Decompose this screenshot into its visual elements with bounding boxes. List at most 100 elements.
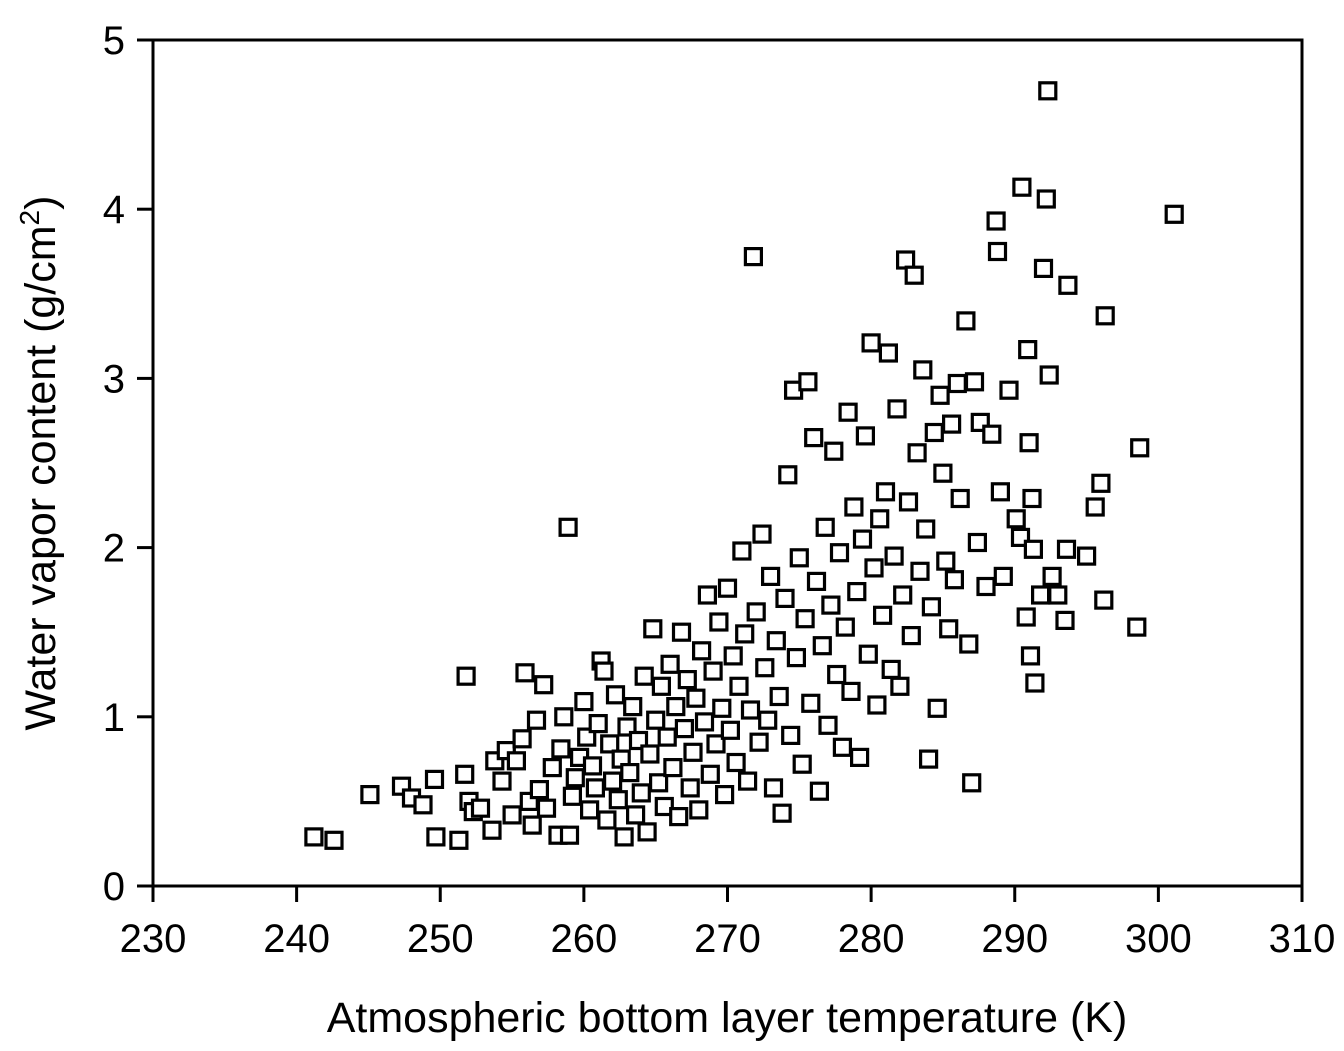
data-point-square: [729, 676, 749, 696]
data-point-square: [534, 675, 554, 695]
data-point-square: [640, 744, 660, 764]
data-point-square: [623, 696, 643, 717]
data-point-square: [565, 768, 585, 788]
data-point-square: [956, 311, 976, 331]
data-point-square: [717, 578, 738, 598]
data-point-square: [962, 773, 982, 793]
data-point-square: [864, 558, 884, 578]
data-point-square: [1076, 546, 1097, 566]
data-point-square: [789, 548, 809, 568]
data-point-square: [536, 798, 557, 818]
data-point-square: [1058, 275, 1078, 295]
data-point-square: [600, 734, 620, 754]
data-point-square: [872, 605, 893, 625]
x-axis-ticks: 230 240 250 260 270 280 290 300 310: [120, 886, 1335, 961]
y-tick-label: 3: [103, 357, 125, 401]
data-point-square: [772, 803, 792, 823]
data-point-square: [798, 372, 818, 392]
data-point-square: [1085, 497, 1105, 517]
data-point-square: [703, 661, 723, 681]
data-point-square: [818, 715, 838, 735]
x-tick-label: 250: [407, 917, 474, 961]
data-point-square: [781, 725, 801, 746]
data-point-square: [542, 757, 562, 778]
data-point-square: [449, 830, 469, 850]
data-point-square: [987, 241, 1008, 262]
x-tick-label: 290: [981, 917, 1048, 961]
y-tick-label: 5: [103, 19, 125, 63]
data-point-square: [1056, 539, 1077, 559]
plot-frame: [151, 38, 1304, 888]
data-point-square: [884, 546, 904, 566]
data-point-square: [735, 624, 755, 644]
data-point-square: [304, 827, 324, 847]
data-point-square: [1036, 189, 1056, 209]
data-point-square: [933, 463, 953, 483]
data-point-square: [666, 696, 686, 717]
data-point-square: [706, 734, 726, 754]
data-point-square: [1006, 509, 1026, 529]
data-point-square: [1023, 539, 1044, 559]
data-point-square: [809, 781, 830, 801]
data-point-square: [671, 622, 692, 642]
data-point-square: [918, 749, 939, 769]
data-point-square: [683, 742, 703, 762]
data-point-square: [927, 698, 947, 718]
data-point-square: [964, 372, 985, 392]
data-point-square: [1033, 258, 1054, 278]
data-point-square: [1042, 566, 1062, 587]
data-point-square: [775, 588, 795, 609]
data-point-square: [579, 800, 600, 820]
data-point-square: [554, 707, 574, 727]
data-point-square: [838, 402, 858, 422]
data-point-square: [827, 664, 847, 685]
data-point-square: [608, 790, 628, 810]
data-point-square: [646, 710, 666, 730]
data-point-square: [686, 688, 706, 708]
data-point-square: [878, 343, 899, 363]
data-point-square: [930, 385, 950, 405]
data-point-square: [835, 617, 855, 637]
data-point-square: [413, 795, 433, 815]
data-point-square: [740, 700, 761, 720]
data-point-square: [990, 482, 1011, 502]
data-point-square: [674, 718, 695, 739]
data-point-square: [680, 778, 700, 798]
x-tick-label: 270: [694, 917, 761, 961]
data-point-square: [829, 543, 850, 563]
data-point-square: [732, 541, 752, 561]
x-tick-label: 280: [838, 917, 905, 961]
data-point-square: [1018, 340, 1038, 360]
y-axis-ticks: 0 1 2 3 4 5: [103, 19, 153, 909]
data-point-square: [585, 778, 606, 798]
data-point-square: [1025, 673, 1045, 693]
data-point-square: [470, 798, 491, 818]
data-point-square: [804, 428, 824, 448]
data-point-square: [786, 647, 807, 668]
data-point-square: [986, 211, 1006, 231]
y-tick-label: 0: [103, 865, 125, 909]
data-point-square: [1030, 585, 1051, 605]
data-point-square: [881, 659, 901, 680]
data-point-square: [697, 585, 718, 605]
data-point-square: [651, 676, 672, 696]
data-point-square: [941, 414, 962, 434]
data-point-square: [982, 424, 1002, 444]
data-point-square: [712, 698, 732, 718]
data-point-square: [792, 754, 812, 774]
data-point-square: [522, 815, 542, 835]
data-point-square: [898, 492, 919, 512]
data-point-square: [812, 636, 832, 656]
data-point-square: [924, 422, 944, 443]
data-point-square: [947, 373, 967, 394]
data-point-square: [795, 609, 815, 629]
data-points: [304, 81, 1184, 850]
data-point-square: [913, 360, 933, 380]
data-point-square: [1094, 590, 1114, 610]
data-point-square: [1048, 585, 1068, 605]
data-point-square: [737, 771, 758, 791]
data-point-square: [752, 524, 772, 544]
data-point-square: [858, 644, 878, 664]
data-point-square: [723, 646, 743, 666]
